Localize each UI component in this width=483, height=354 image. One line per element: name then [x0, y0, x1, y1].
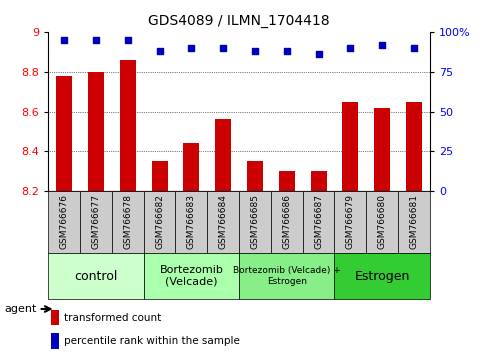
- Bar: [311, 171, 327, 191]
- Bar: [184, 143, 199, 191]
- Bar: [303, 191, 335, 253]
- Text: GSM766678: GSM766678: [123, 194, 132, 249]
- Point: [187, 45, 195, 51]
- Text: Estrogen: Estrogen: [355, 270, 410, 282]
- Point: [283, 48, 291, 54]
- Bar: [175, 191, 207, 253]
- Text: agent: agent: [5, 304, 37, 314]
- Text: percentile rank within the sample: percentile rank within the sample: [64, 336, 240, 346]
- Bar: [215, 119, 231, 191]
- Bar: [80, 191, 112, 253]
- Point: [410, 45, 418, 51]
- Point: [156, 48, 163, 54]
- Bar: [51, 333, 59, 348]
- Bar: [239, 191, 271, 253]
- Bar: [247, 161, 263, 191]
- Bar: [335, 253, 430, 299]
- Point: [219, 45, 227, 51]
- Bar: [144, 253, 239, 299]
- Bar: [366, 191, 398, 253]
- Bar: [120, 60, 136, 191]
- Bar: [406, 102, 422, 191]
- Text: GSM766685: GSM766685: [251, 194, 259, 249]
- Bar: [88, 72, 104, 191]
- Bar: [271, 191, 303, 253]
- Bar: [152, 161, 168, 191]
- Bar: [112, 191, 144, 253]
- Bar: [48, 191, 80, 253]
- Text: GSM766683: GSM766683: [187, 194, 196, 249]
- Bar: [144, 191, 175, 253]
- Bar: [56, 76, 72, 191]
- Text: GSM766676: GSM766676: [60, 194, 69, 249]
- Text: GSM766682: GSM766682: [155, 194, 164, 249]
- Bar: [48, 253, 144, 299]
- Text: GSM766679: GSM766679: [346, 194, 355, 249]
- Text: GSM766680: GSM766680: [378, 194, 387, 249]
- Point: [92, 37, 100, 42]
- Bar: [51, 310, 59, 325]
- Text: GSM766687: GSM766687: [314, 194, 323, 249]
- Text: Bortezomib (Velcade) +
Estrogen: Bortezomib (Velcade) + Estrogen: [233, 267, 341, 286]
- Bar: [279, 171, 295, 191]
- Bar: [398, 191, 430, 253]
- Point: [124, 37, 132, 42]
- Bar: [239, 253, 334, 299]
- Point: [60, 37, 68, 42]
- Text: control: control: [74, 270, 118, 282]
- Text: transformed count: transformed count: [64, 313, 161, 323]
- Text: GSM766684: GSM766684: [219, 194, 227, 249]
- Text: GSM766686: GSM766686: [282, 194, 291, 249]
- Bar: [342, 102, 358, 191]
- Point: [315, 51, 323, 57]
- Text: GSM766677: GSM766677: [91, 194, 100, 249]
- Point: [251, 48, 259, 54]
- Title: GDS4089 / ILMN_1704418: GDS4089 / ILMN_1704418: [148, 14, 330, 28]
- Point: [378, 42, 386, 47]
- Text: GSM766681: GSM766681: [410, 194, 418, 249]
- Bar: [207, 191, 239, 253]
- Bar: [374, 108, 390, 191]
- Bar: [335, 191, 366, 253]
- Text: Bortezomib
(Velcade): Bortezomib (Velcade): [159, 265, 223, 287]
- Point: [346, 45, 354, 51]
